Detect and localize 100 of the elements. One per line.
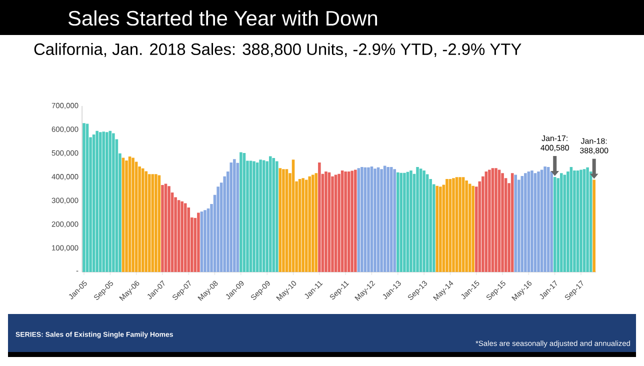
bar <box>544 166 546 272</box>
bar <box>292 160 295 272</box>
bar <box>177 200 180 272</box>
bar <box>540 170 544 272</box>
bar <box>141 168 144 272</box>
bar <box>184 203 187 272</box>
bar <box>419 168 422 272</box>
bar <box>242 152 246 272</box>
bar <box>534 173 537 272</box>
bar <box>256 162 259 272</box>
bar <box>98 132 102 272</box>
bar <box>390 166 393 272</box>
bar <box>364 167 367 272</box>
bar <box>462 177 465 272</box>
bar <box>448 179 452 272</box>
bar <box>357 168 360 272</box>
bar <box>576 170 580 272</box>
bar <box>354 170 357 272</box>
bar <box>452 178 455 272</box>
bar <box>380 169 383 272</box>
bar <box>501 173 504 272</box>
bar <box>204 210 206 272</box>
bar <box>158 175 161 272</box>
bar <box>566 171 570 272</box>
bar <box>422 170 426 272</box>
bar <box>514 174 517 272</box>
bar <box>350 170 354 272</box>
bar <box>125 160 128 272</box>
bar <box>92 134 96 272</box>
bar <box>161 184 164 272</box>
bar <box>122 158 125 272</box>
bar <box>236 162 240 272</box>
bar <box>216 186 220 272</box>
bar <box>334 174 338 272</box>
bar <box>446 179 448 272</box>
bar <box>82 123 86 272</box>
bar <box>285 169 288 272</box>
bar <box>164 184 168 272</box>
bar <box>527 171 530 272</box>
bar <box>406 172 410 272</box>
bar <box>108 130 112 272</box>
bar <box>331 176 334 272</box>
bar <box>537 171 540 272</box>
bar <box>268 156 272 272</box>
bar <box>582 169 586 272</box>
bar <box>426 174 429 272</box>
bar <box>112 133 115 272</box>
bar <box>403 172 406 272</box>
bar <box>151 174 154 272</box>
bar <box>468 184 472 272</box>
bar <box>338 174 340 272</box>
bar <box>386 166 390 272</box>
bar <box>282 169 285 272</box>
bar <box>340 170 344 272</box>
bar <box>383 166 386 272</box>
bar <box>546 166 550 272</box>
bar <box>304 180 308 272</box>
bar <box>393 169 396 272</box>
bar <box>416 166 419 272</box>
bar <box>472 186 474 272</box>
bar <box>328 172 331 272</box>
bar <box>439 186 442 272</box>
bar <box>180 201 184 272</box>
bar <box>302 178 304 272</box>
bar <box>410 170 412 272</box>
bar <box>400 172 403 272</box>
bar <box>324 171 328 272</box>
bar <box>262 160 266 272</box>
bar <box>374 168 376 272</box>
bar <box>230 162 233 272</box>
bar <box>455 177 458 272</box>
bar <box>259 160 262 272</box>
bar <box>494 168 498 272</box>
bar <box>498 170 501 272</box>
bar <box>465 180 468 272</box>
bar <box>318 162 321 272</box>
bar <box>563 174 566 272</box>
bar <box>586 167 589 272</box>
bar <box>344 171 347 272</box>
bar <box>570 166 573 272</box>
chart-title: Sales Started the Year with Down <box>68 10 378 26</box>
bar <box>276 161 278 272</box>
bar <box>298 179 302 272</box>
bar <box>580 170 582 272</box>
bar <box>154 174 158 272</box>
bar <box>458 177 462 272</box>
bar <box>530 170 534 272</box>
bar <box>396 172 400 272</box>
bar <box>134 162 138 272</box>
bar <box>573 170 576 272</box>
bar <box>370 166 374 272</box>
bar <box>488 170 491 272</box>
bar <box>314 173 318 272</box>
bar <box>278 168 282 272</box>
bar <box>132 158 134 272</box>
bar <box>436 186 439 272</box>
bar <box>240 152 242 272</box>
bar <box>484 171 488 272</box>
bar <box>200 212 204 272</box>
bar <box>128 156 132 272</box>
